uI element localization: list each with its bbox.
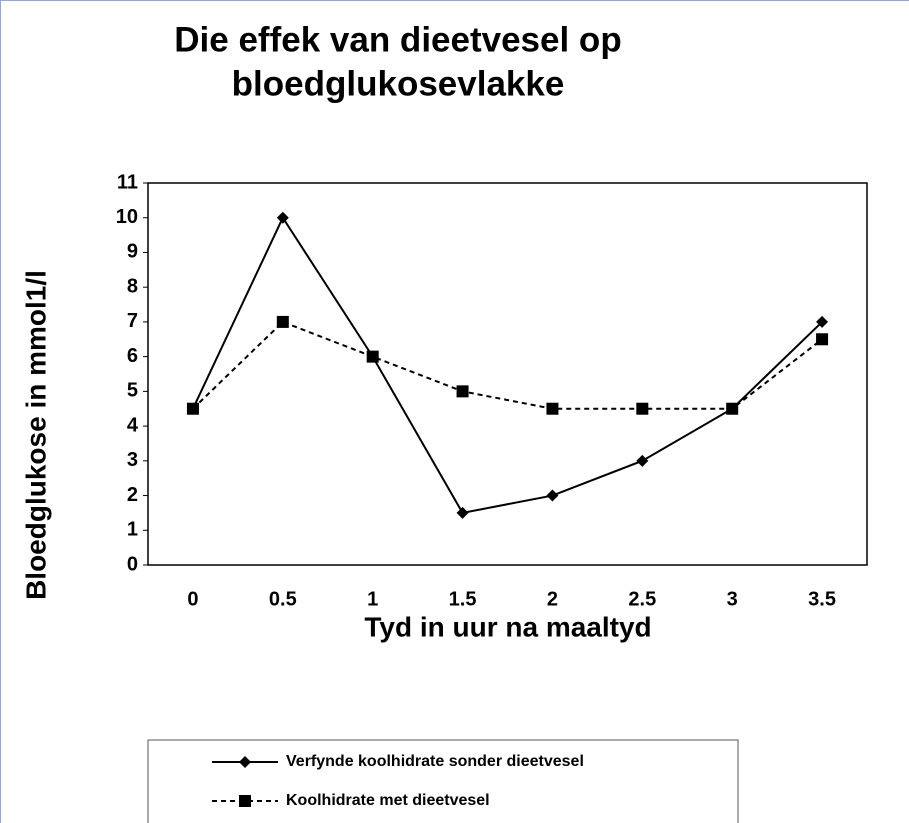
series-line (192, 215, 823, 515)
legend (147, 739, 739, 823)
data-point (816, 333, 829, 346)
y-tick-label: 5 (127, 380, 138, 402)
data-point (816, 315, 829, 328)
data-point (456, 385, 469, 398)
x-axis-label: Tyd in uur na maaltyd (364, 611, 651, 642)
data-point (276, 315, 289, 328)
y-tick-label: 0 (127, 553, 138, 575)
y-tick-label: 1 (127, 519, 138, 541)
data-point (366, 350, 379, 363)
y-tick-label: 4 (127, 414, 139, 436)
chart-title: Die effek van dieetvesel op (174, 20, 621, 59)
data-point (276, 211, 289, 224)
x-tick-label: 0.5 (269, 588, 297, 610)
y-tick-label: 9 (127, 241, 138, 263)
x-tick-label: 3 (727, 588, 738, 610)
y-tick-label: 3 (127, 449, 138, 471)
series-line (192, 320, 823, 410)
legend-marker (239, 795, 251, 807)
plot-area (147, 182, 868, 566)
data-point (546, 489, 559, 502)
y-tick-label: 11 (117, 171, 138, 193)
x-tick-label: 2 (547, 588, 558, 610)
x-tick-label: 2.5 (628, 588, 656, 610)
y-tick-label: 6 (127, 345, 138, 367)
chart-title: bloedglukosevlakke (232, 64, 565, 103)
legend-marker (239, 756, 251, 768)
x-tick-label: 1.5 (449, 588, 477, 610)
x-tick-label: 3.5 (808, 588, 836, 610)
x-tick-label: 1 (367, 588, 378, 610)
y-tick-label: 2 (127, 484, 138, 506)
x-tick-label: 0 (187, 588, 198, 610)
y-axis-label: Bloedglukose in mmol1/l (20, 270, 51, 600)
data-point (636, 402, 649, 415)
legend-label: Koolhidrate met dieetvesel (286, 792, 490, 809)
data-point (636, 454, 649, 467)
data-point (546, 402, 559, 415)
data-point (456, 506, 469, 519)
data-point (726, 402, 739, 415)
data-point (186, 402, 199, 415)
legend-label: Verfynde koolhidrate sonder dieetvesel (286, 753, 584, 770)
y-tick-label: 8 (127, 275, 138, 297)
y-tick-label: 7 (127, 310, 138, 332)
y-tick-label: 10 (116, 206, 138, 228)
